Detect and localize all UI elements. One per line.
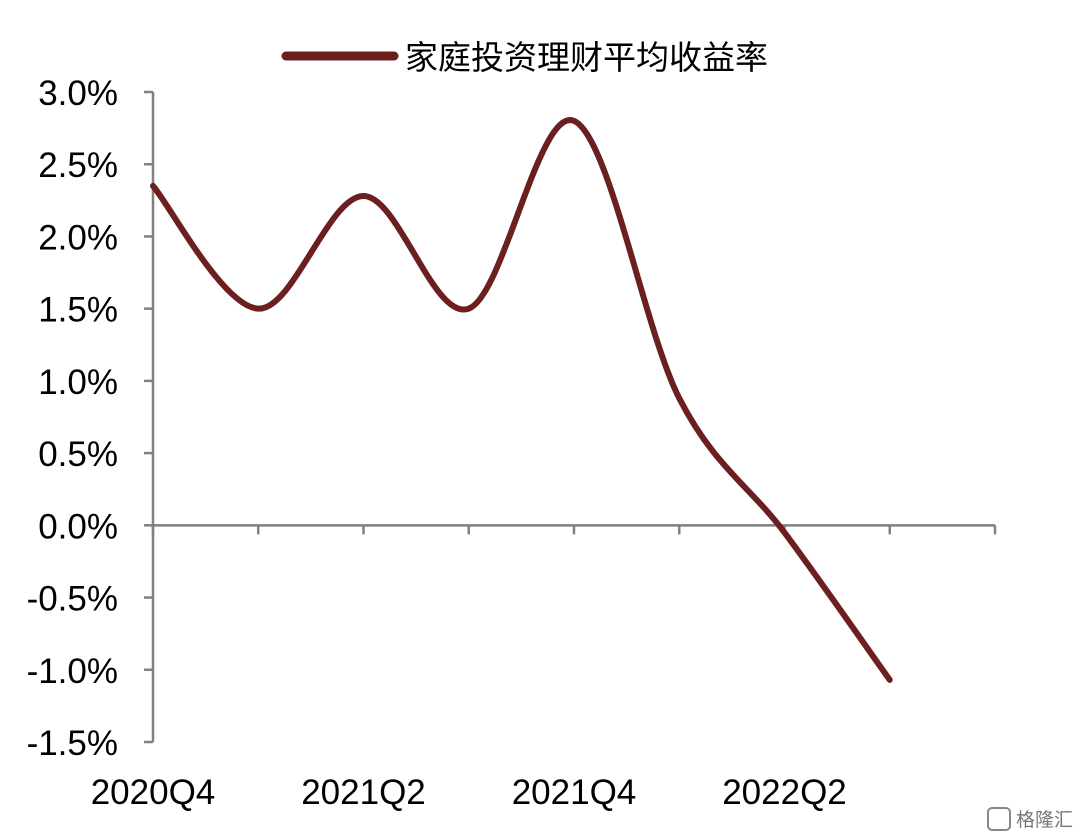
data-point: [676, 395, 682, 401]
data-point: [150, 183, 156, 189]
y-axis-tick-labels: 3.0% 2.5% 2.0% 1.5% 1.0% 0.5% 0.0% -0.5% -1.0% -1…: [27, 74, 118, 763]
data-point: [571, 118, 577, 124]
x-tick-label: 2021Q4: [512, 773, 637, 812]
y-tick-label: 0.0%: [38, 507, 118, 546]
data-point: [361, 193, 367, 199]
y-tick-label: 2.5%: [38, 146, 118, 185]
data-point: [255, 306, 261, 312]
x-tick-label: 2022Q2: [722, 773, 847, 812]
y-tick-label: 3.0%: [38, 74, 118, 113]
x-tick-label: 2020Q4: [91, 773, 216, 812]
watermark-text: 格隆汇: [1016, 809, 1073, 831]
watermark-logo-icon: [987, 807, 1011, 831]
watermark: 格隆汇: [987, 807, 1073, 831]
axes: [144, 90, 997, 744]
x-tick-label: 2021Q2: [301, 773, 426, 812]
x-axis-tick-labels: 2020Q4 2021Q2 2021Q4 2022Q2: [91, 773, 847, 812]
data-point: [466, 306, 472, 312]
legend-label: 家庭投资理财平均收益率: [405, 38, 768, 77]
y-tick-label: 1.0%: [38, 363, 118, 402]
y-tick-label: -0.5%: [27, 580, 118, 619]
series-line: [150, 117, 893, 683]
series-layer: [150, 117, 893, 683]
y-tick-label: 1.5%: [38, 291, 118, 330]
y-tick-label: 0.5%: [38, 435, 118, 474]
y-tick-label: -1.5%: [27, 724, 118, 763]
y-tick-label: -1.0%: [27, 652, 118, 691]
data-point: [782, 530, 788, 536]
y-tick-label: 2.0%: [38, 218, 118, 257]
legend: 家庭投资理财平均收益率: [281, 38, 768, 77]
data-point: [887, 677, 893, 683]
